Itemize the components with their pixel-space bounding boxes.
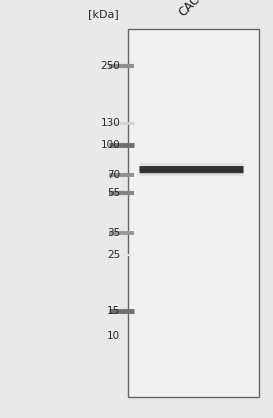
Text: 250: 250 bbox=[100, 61, 120, 71]
Text: 25: 25 bbox=[107, 250, 120, 260]
Text: 70: 70 bbox=[107, 170, 120, 180]
Text: 10: 10 bbox=[107, 331, 120, 342]
Text: 55: 55 bbox=[107, 188, 120, 198]
FancyBboxPatch shape bbox=[128, 29, 259, 397]
Text: 130: 130 bbox=[100, 118, 120, 128]
Text: 100: 100 bbox=[100, 140, 120, 150]
Text: [kDa]: [kDa] bbox=[88, 9, 119, 19]
Text: 15: 15 bbox=[107, 306, 120, 316]
Text: CACO-2: CACO-2 bbox=[176, 0, 218, 19]
Text: 35: 35 bbox=[107, 228, 120, 238]
